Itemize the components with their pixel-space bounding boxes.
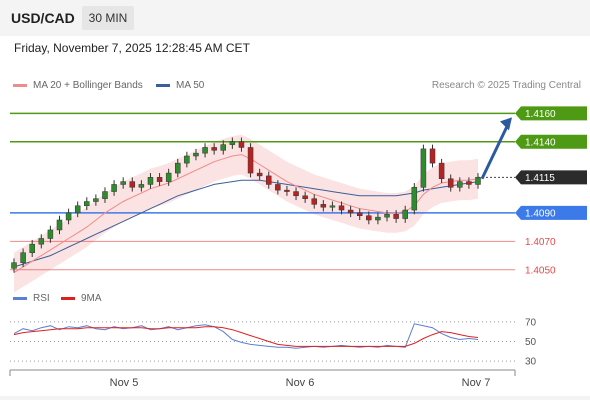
candle-down xyxy=(466,181,472,185)
candle-up xyxy=(102,191,108,199)
candle-up xyxy=(402,209,408,219)
legend-ma20: MA 20 + Bollinger Bands xyxy=(13,80,143,91)
candle-up xyxy=(120,181,126,185)
candle-down xyxy=(247,147,254,174)
candle-down xyxy=(293,191,299,197)
candle-up xyxy=(475,177,481,185)
candle-down xyxy=(302,195,308,199)
candle-up xyxy=(84,201,90,207)
candle-down xyxy=(238,141,245,148)
rsi-swatch xyxy=(13,296,27,300)
projection-arrow-head xyxy=(500,117,512,131)
level-tag-1.4140 xyxy=(515,134,587,149)
candle-down xyxy=(447,178,454,188)
candle-up xyxy=(47,229,54,239)
candle-down xyxy=(438,162,445,180)
last-price-tag xyxy=(515,170,587,185)
candle-up xyxy=(193,152,199,157)
candle-up xyxy=(147,177,154,185)
candle-down xyxy=(265,175,272,185)
legend-rsi-label: RSI xyxy=(33,293,50,304)
chart-header: USD/CAD 30 MIN xyxy=(0,0,590,36)
candle-up xyxy=(38,238,45,245)
candle-up xyxy=(411,187,418,211)
level-tag-1.4090 xyxy=(515,205,587,220)
candle-down xyxy=(275,184,281,191)
candle-down xyxy=(320,204,327,208)
candle-down xyxy=(156,177,163,182)
level-label-1.4160: 1.4160 xyxy=(525,109,556,120)
legend-ma50: MA 50 xyxy=(156,80,204,91)
candle-up xyxy=(74,205,81,214)
candle-up xyxy=(175,162,181,174)
ma50-line xyxy=(13,179,479,268)
candle-up xyxy=(375,216,381,221)
candle-up xyxy=(20,252,26,263)
candle-up xyxy=(229,141,236,145)
ma20-swatch xyxy=(13,83,27,87)
candle-down xyxy=(311,198,317,205)
candle-down xyxy=(211,147,217,151)
candle-down xyxy=(356,212,363,216)
level-tag-1.4160 xyxy=(515,106,587,121)
candle-up xyxy=(93,198,99,202)
projection-arrow-shaft xyxy=(480,123,510,180)
level-label-1.4050: 1.4050 xyxy=(525,265,556,276)
legend-rsi: RSI xyxy=(13,293,50,304)
candle-up xyxy=(384,214,390,218)
level-label-1.4070: 1.4070 xyxy=(525,237,556,248)
candle-up xyxy=(184,155,190,164)
timestamp: Friday, November 7, 2025 12:28:45 AM CET xyxy=(14,41,250,55)
candle-up xyxy=(29,243,35,253)
footer-strip xyxy=(0,396,590,400)
candle-down xyxy=(393,214,399,219)
rsi-9ma-line xyxy=(13,326,479,347)
candle-down xyxy=(129,181,136,188)
candle-down xyxy=(347,209,354,214)
candle-up xyxy=(56,219,63,231)
candle-down xyxy=(284,189,290,192)
level-label-1.4090: 1.4090 xyxy=(525,208,556,219)
candle-down xyxy=(256,172,263,177)
candle-down xyxy=(366,215,372,221)
candle-up xyxy=(220,144,227,151)
legend-ma20-label: MA 20 + Bollinger Bands xyxy=(33,80,143,91)
instrument-title: USD/CAD xyxy=(11,10,75,26)
candle-up xyxy=(457,181,463,188)
legend-ma50-label: MA 50 xyxy=(176,80,205,91)
candle-up xyxy=(138,184,145,188)
timeframe-button[interactable]: 30 MIN xyxy=(82,6,134,30)
level-label-1.4115: 1.4115 xyxy=(525,173,555,184)
copyright-notice: Research © 2025 Trading Central xyxy=(431,80,581,91)
candle-up xyxy=(420,148,427,188)
x-tick-Nov-6: Nov 6 xyxy=(286,377,315,389)
candle-down xyxy=(338,205,345,211)
candle-up xyxy=(329,205,336,208)
candle-up xyxy=(65,212,72,221)
candle-up xyxy=(11,262,17,269)
legend-9ma-label: 9MA xyxy=(81,293,102,304)
ma20-line xyxy=(13,154,479,274)
rsi-tick-50: 50 xyxy=(525,337,537,348)
ma50-swatch xyxy=(156,83,170,87)
candle-up xyxy=(111,184,117,192)
rsi-tick-30: 30 xyxy=(525,357,537,368)
x-tick-Nov-5: Nov 5 xyxy=(110,377,139,389)
candle-up xyxy=(165,172,172,182)
ma9-swatch xyxy=(61,296,75,300)
candle-up xyxy=(202,147,208,154)
legend-9ma: 9MA xyxy=(61,293,102,304)
rsi-tick-70: 70 xyxy=(525,317,537,328)
level-label-1.4140: 1.4140 xyxy=(525,137,556,148)
candle-down xyxy=(429,148,436,164)
x-tick-Nov-7: Nov 7 xyxy=(462,377,491,389)
rsi-line xyxy=(13,323,479,349)
